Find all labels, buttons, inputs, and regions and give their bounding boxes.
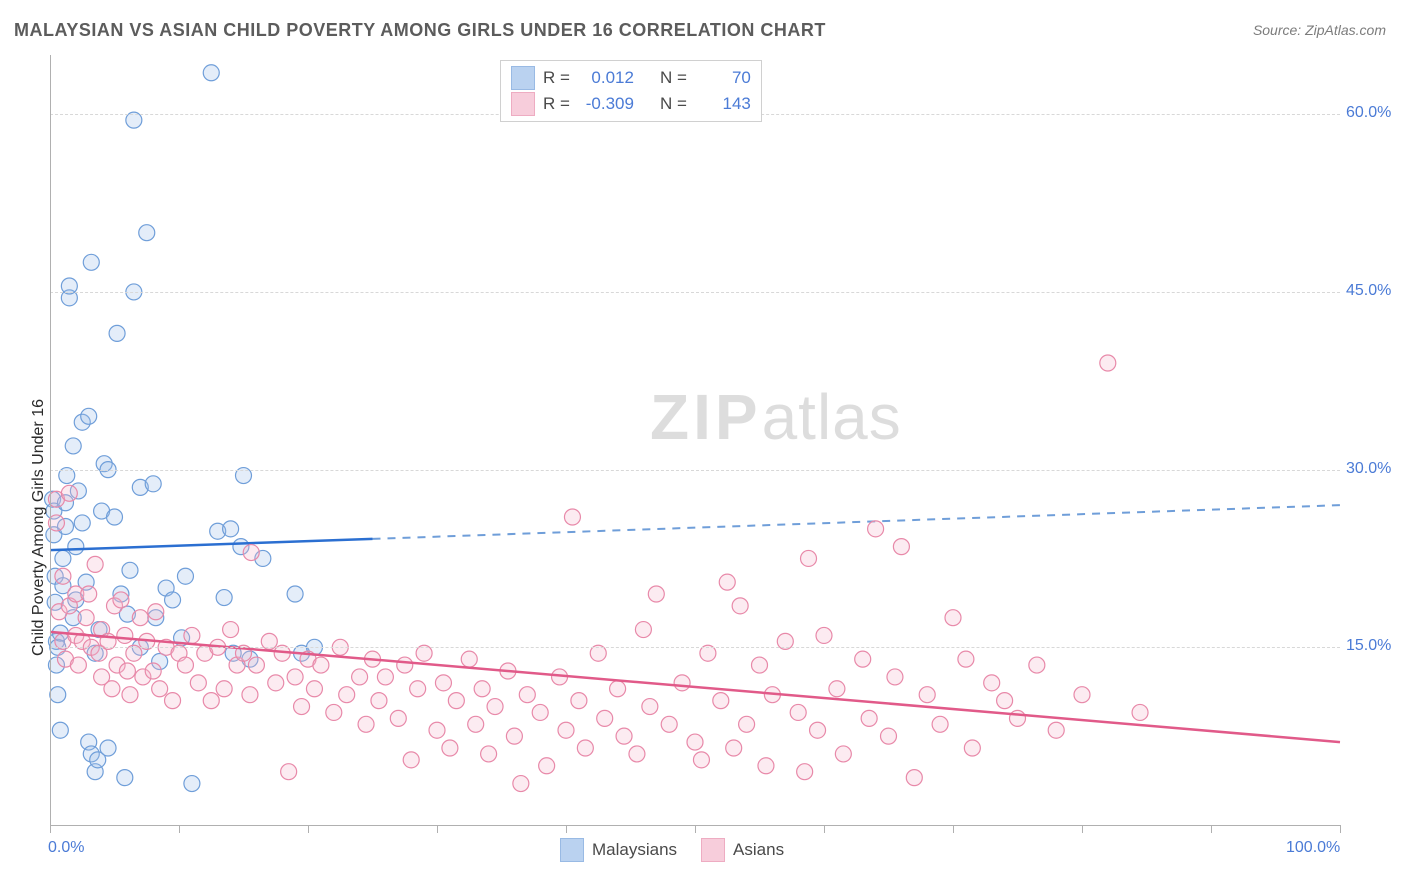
bottom-swatch-asians: [701, 838, 725, 862]
y-axis-title: Child Poverty Among Girls Under 16: [30, 399, 48, 656]
source-label: Source: ZipAtlas.com: [1253, 22, 1386, 38]
legend-box: R = 0.012 N = 70 R = -0.309 N = 143: [500, 60, 762, 122]
legend-swatch-asians: [511, 92, 535, 116]
bottom-legend-malaysians: Malaysians: [560, 838, 677, 862]
chart-container: MALAYSIAN VS ASIAN CHILD POVERTY AMONG G…: [0, 0, 1406, 892]
legend-swatch-malaysians: [511, 66, 535, 90]
bottom-legend-asians: Asians: [701, 838, 784, 862]
bottom-swatch-malaysians: [560, 838, 584, 862]
chart-title: MALAYSIAN VS ASIAN CHILD POVERTY AMONG G…: [14, 20, 826, 41]
legend-row-malaysians: R = 0.012 N = 70: [511, 65, 751, 91]
legend-row-asians: R = -0.309 N = 143: [511, 91, 751, 117]
scatter-plot: 15.0%30.0%45.0%60.0%0.0%100.0%: [50, 55, 1340, 825]
bottom-legend: Malaysians Asians: [560, 838, 784, 862]
